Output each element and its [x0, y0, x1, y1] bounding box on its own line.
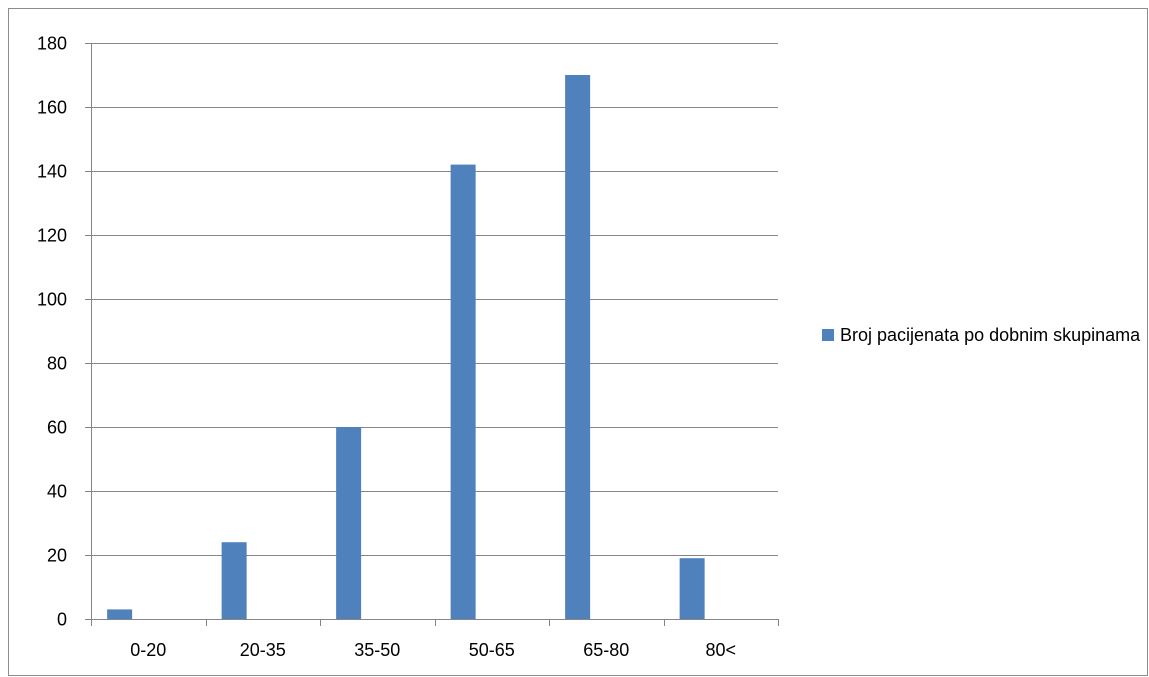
y-tick-label: 100: [37, 290, 67, 310]
legend-swatch: [822, 329, 834, 341]
y-tick-label: 160: [37, 98, 67, 118]
x-tick-label: 20-35: [240, 640, 286, 660]
bar: [107, 609, 133, 619]
legend-label: Broj pacijenata po dobnim skupinama: [840, 325, 1141, 345]
x-tick-label: 50-65: [469, 640, 515, 660]
gridlines: [91, 43, 778, 556]
x-tick-label: 0-20: [130, 640, 166, 660]
bar: [450, 164, 476, 619]
y-tick-label: 80: [47, 354, 67, 374]
bar: [336, 427, 362, 619]
bar: [565, 75, 591, 619]
y-tick-label: 20: [47, 546, 67, 566]
bar: [221, 542, 247, 619]
y-tick-label: 120: [37, 226, 67, 246]
bars: [107, 75, 705, 619]
axes: [85, 43, 779, 626]
y-tick-label: 140: [37, 162, 67, 182]
y-tick-label: 0: [57, 610, 67, 630]
y-tick-label: 60: [47, 418, 67, 438]
y-tick-label: 40: [47, 482, 67, 502]
x-tick-label: 65-80: [583, 640, 629, 660]
bar: [679, 558, 705, 619]
x-tick-label: 35-50: [354, 640, 400, 660]
x-tick-label: 80<: [705, 640, 736, 660]
y-tick-label: 180: [37, 34, 67, 54]
legend: Broj pacijenata po dobnim skupinama: [822, 322, 1142, 348]
tick-labels: 0 20 40 60 80 100 120 140 160 180 0-20 20-35 35-50 50…: [37, 34, 736, 661]
